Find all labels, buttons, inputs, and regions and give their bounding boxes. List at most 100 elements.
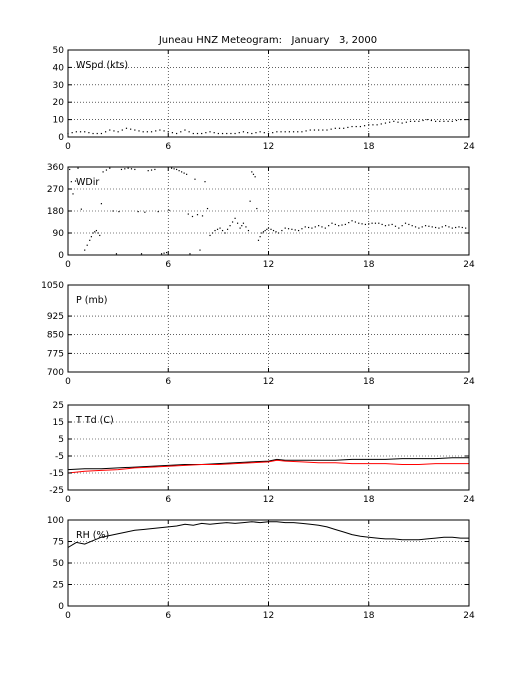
y-tick-label: 270 — [47, 185, 64, 195]
data-point — [109, 129, 111, 131]
data-point — [430, 119, 433, 122]
data-point — [213, 132, 215, 134]
data-point — [288, 131, 290, 133]
x-tick-label: 0 — [65, 142, 71, 152]
data-point — [176, 132, 178, 135]
data-point — [183, 172, 185, 174]
data-point — [90, 236, 92, 238]
data-point — [209, 131, 211, 133]
data-point — [401, 122, 403, 124]
data-point — [376, 124, 378, 126]
data-point — [394, 225, 397, 227]
data-point — [301, 228, 303, 230]
panel-5: 0 6 12 18 24 0 25 50 75 100 RH (%) — [47, 516, 475, 621]
data-point — [363, 125, 366, 127]
data-point — [150, 131, 153, 133]
data-point — [188, 131, 190, 133]
data-point — [79, 131, 82, 133]
data-point — [351, 220, 353, 222]
data-point — [418, 120, 420, 122]
data-point — [431, 226, 433, 228]
data-point — [154, 168, 156, 171]
data-point — [236, 222, 239, 224]
data-point — [297, 229, 300, 232]
data-point — [372, 124, 374, 126]
data-point — [465, 227, 467, 229]
data-point — [219, 227, 221, 229]
data-point — [120, 168, 123, 171]
data-point — [254, 176, 256, 178]
data-point — [344, 223, 346, 226]
figure-title: Juneau HNZ Meteogram: January 3, 2000 — [158, 35, 377, 46]
data-point — [351, 125, 353, 128]
data-point — [180, 131, 182, 133]
data-point — [214, 229, 216, 232]
data-point — [84, 249, 86, 251]
data-point — [264, 229, 266, 232]
panel-label: WDir — [76, 177, 99, 188]
data-point — [421, 226, 423, 228]
data-point — [94, 231, 96, 233]
data-point — [405, 121, 407, 123]
data-point — [146, 131, 148, 133]
data-point — [199, 249, 201, 251]
data-point — [187, 213, 189, 215]
data-point — [157, 211, 159, 213]
data-point — [234, 217, 236, 219]
data-point — [404, 222, 407, 224]
data-point — [418, 227, 420, 229]
panel-3: 0 6 12 18 24 700 775 850 925 1050 P (mb) — [41, 281, 475, 387]
data-point — [259, 236, 261, 238]
data-point — [292, 131, 295, 133]
data-point — [171, 132, 174, 134]
data-point — [86, 244, 88, 246]
data-point — [464, 119, 466, 121]
data-point — [117, 131, 119, 133]
data-point — [92, 132, 94, 135]
data-point — [231, 221, 234, 223]
data-point — [318, 129, 320, 131]
x-tick-label: 6 — [165, 611, 171, 621]
data-point — [331, 222, 333, 224]
y-tick-label: 50 — [53, 46, 65, 56]
data-point — [276, 131, 278, 133]
data-point — [194, 178, 196, 180]
data-point — [347, 126, 349, 129]
data-point — [371, 222, 373, 224]
x-tick-label: 6 — [165, 377, 171, 387]
data-point — [204, 181, 206, 183]
series-line-1 — [67, 521, 469, 548]
data-point — [247, 229, 250, 232]
data-point — [189, 253, 191, 255]
data-point — [414, 226, 417, 228]
x-tick-label: 0 — [65, 260, 71, 270]
data-point — [109, 167, 111, 169]
y-tick-label: 0 — [58, 602, 64, 612]
y-tick-label: -15 — [49, 469, 64, 479]
data-point — [84, 131, 86, 133]
data-point — [458, 226, 460, 228]
data-point — [275, 231, 277, 233]
data-point — [368, 223, 370, 225]
data-point — [256, 207, 258, 210]
panel-2: 0 6 12 18 24 0 90 180 270 360 WDir — [47, 163, 475, 270]
y-tick-label: 100 — [47, 516, 64, 526]
data-point — [140, 253, 143, 255]
y-tick-label: 25 — [53, 401, 64, 411]
data-point — [95, 229, 98, 232]
y-tick-label: 0 — [58, 133, 64, 143]
data-point — [97, 232, 99, 234]
data-point — [89, 239, 91, 241]
data-point — [364, 223, 367, 226]
data-point — [163, 130, 165, 132]
x-tick-label: 18 — [363, 611, 375, 621]
data-point — [245, 226, 247, 228]
data-point — [196, 214, 199, 216]
data-point — [167, 131, 169, 133]
series-line-2 — [67, 459, 469, 474]
data-point — [257, 239, 260, 241]
y-tick-label: 5 — [58, 435, 64, 445]
data-point — [393, 120, 395, 122]
data-point — [434, 120, 437, 122]
data-point — [266, 228, 268, 230]
